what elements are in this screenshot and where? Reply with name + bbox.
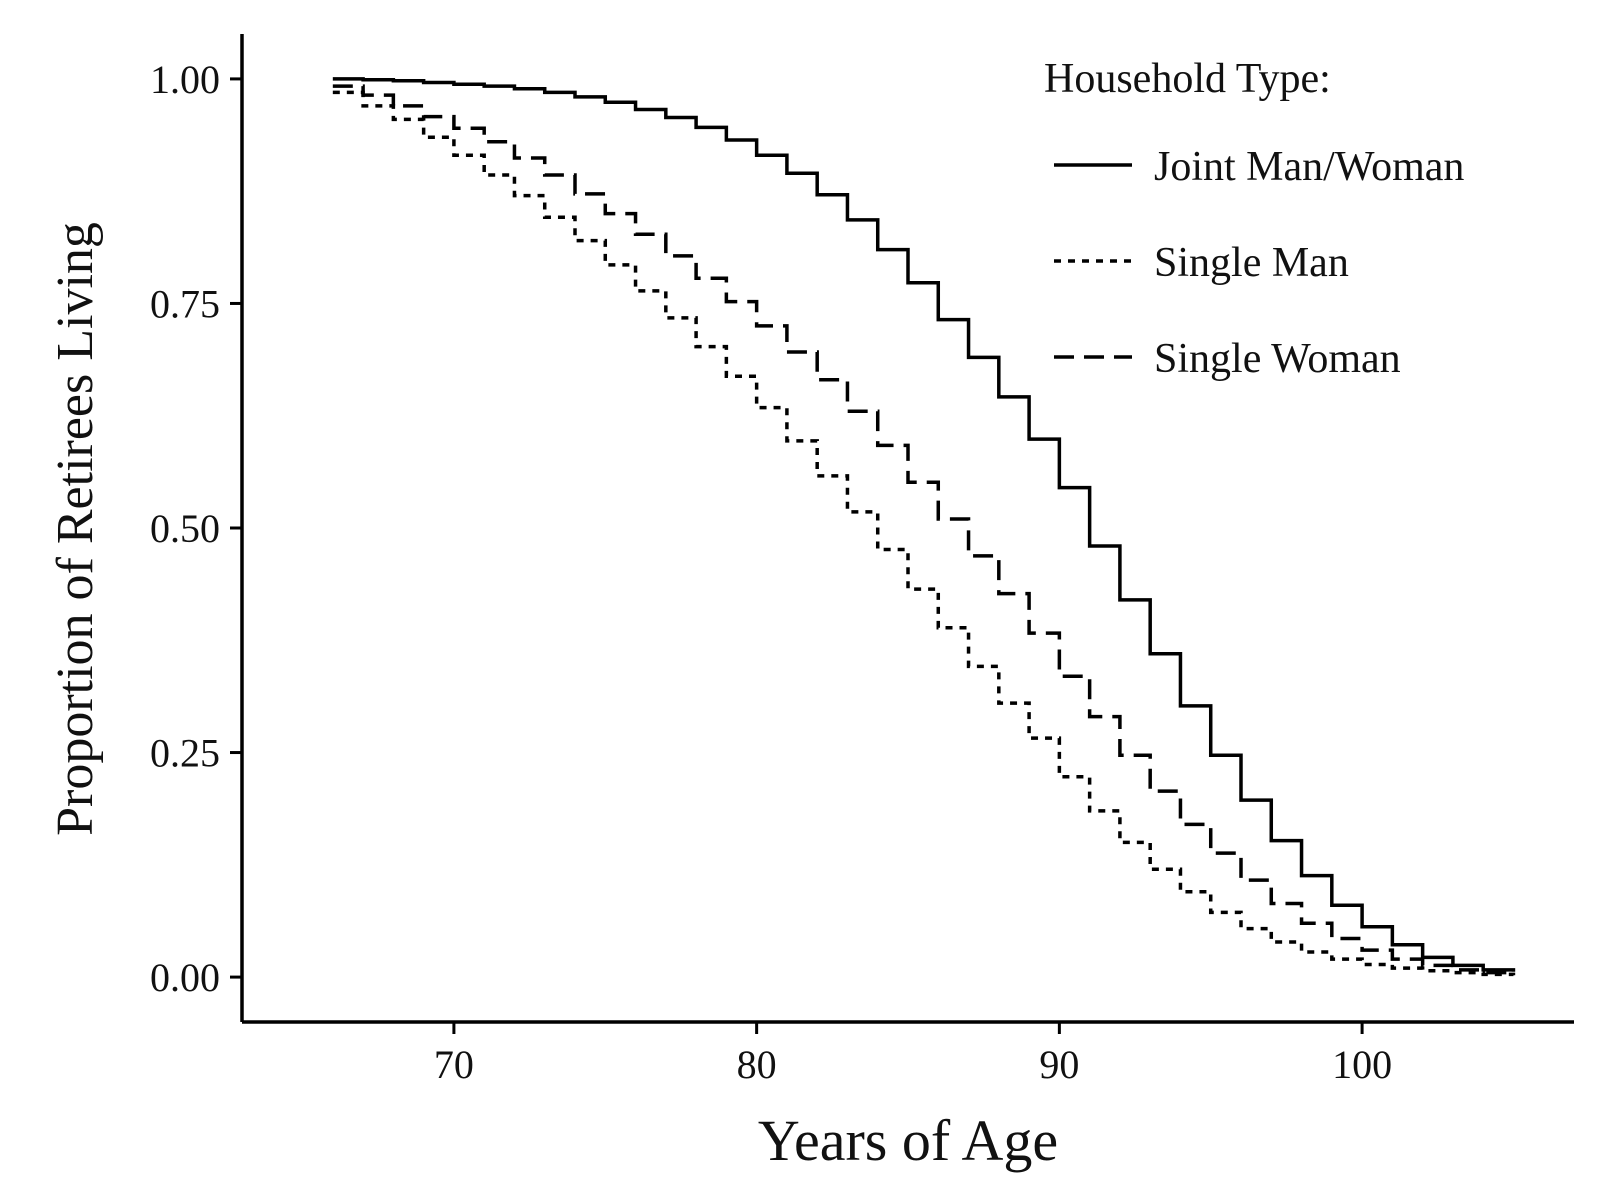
x-axis-ticks: 70 80 90 100 — [434, 1022, 1392, 1087]
legend-items: Joint Man/Woman Single Man Single Woman — [1054, 144, 1464, 382]
plot-area — [332, 77, 1516, 977]
legend-label: Single Woman — [1154, 336, 1401, 382]
y-tick-label: 0.25 — [150, 731, 220, 776]
y-axis-ticks: 0.00 0.25 0.50 0.75 1.00 — [150, 57, 242, 1000]
y-axis-title: Proportion of Retirees Living — [47, 222, 104, 836]
x-axis-title: Years of Age — [758, 1108, 1058, 1173]
x-tick-label: 90 — [1039, 1042, 1079, 1087]
x-tick-label: 70 — [434, 1042, 474, 1087]
y-tick-label: 0.75 — [150, 281, 220, 326]
y-tick-label: 0.50 — [150, 506, 220, 551]
y-tick-label: 0.00 — [150, 955, 220, 1000]
x-tick-label: 80 — [737, 1042, 777, 1087]
legend-label: Joint Man/Woman — [1154, 144, 1464, 190]
series-line-2 — [332, 90, 1516, 977]
series-line-1 — [332, 77, 1516, 972]
legend-label: Single Man — [1154, 240, 1349, 286]
series-line-3 — [332, 84, 1516, 975]
legend: Household Type: Joint Man/Woman Single Ma… — [1044, 56, 1464, 382]
x-tick-label: 100 — [1332, 1042, 1392, 1087]
legend-title: Household Type: — [1044, 56, 1331, 102]
y-tick-label: 1.00 — [150, 57, 220, 102]
